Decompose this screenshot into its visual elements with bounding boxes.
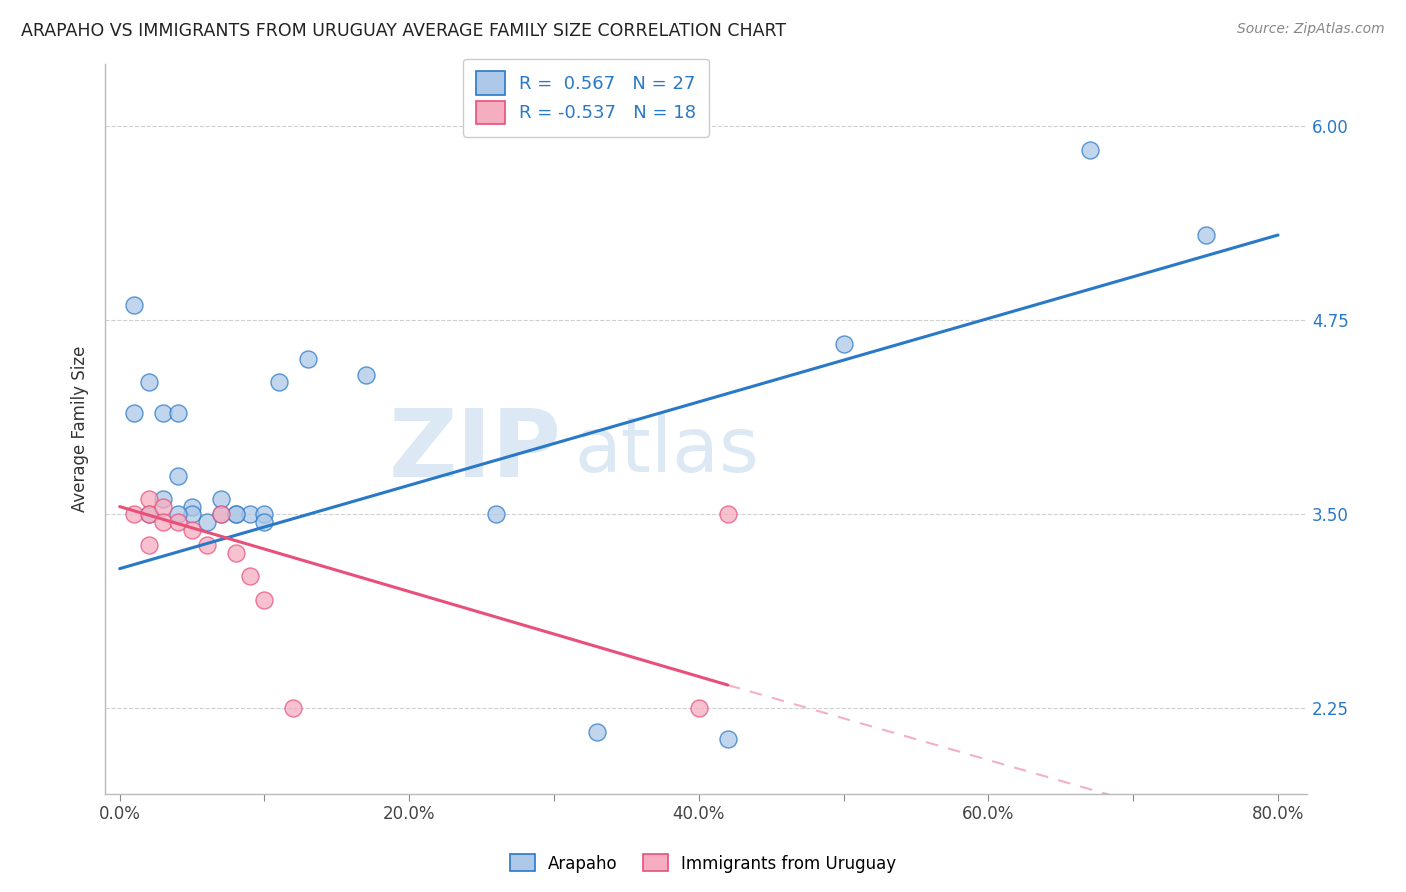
Point	[832, 336, 855, 351]
Point	[586, 724, 609, 739]
Point	[717, 732, 740, 747]
Point	[485, 508, 508, 522]
Point	[209, 508, 232, 522]
Point	[225, 508, 247, 522]
Point	[354, 368, 377, 382]
Legend: R =  0.567   N = 27, R = -0.537   N = 18: R = 0.567 N = 27, R = -0.537 N = 18	[463, 59, 709, 136]
Point	[283, 701, 305, 715]
Point	[152, 491, 174, 506]
Point	[239, 508, 262, 522]
Point	[267, 376, 290, 390]
Point	[253, 515, 276, 529]
Point	[166, 515, 188, 529]
Point	[195, 538, 218, 552]
Point	[209, 491, 232, 506]
Point	[152, 515, 174, 529]
Point	[166, 468, 188, 483]
Point	[253, 508, 276, 522]
Point	[138, 491, 160, 506]
Point	[181, 523, 204, 537]
Text: ZIP: ZIP	[389, 405, 562, 497]
Point	[297, 352, 319, 367]
Point	[1078, 143, 1101, 157]
Point	[152, 500, 174, 514]
Point	[225, 546, 247, 560]
Point	[138, 508, 160, 522]
Point	[122, 508, 145, 522]
Point	[717, 508, 740, 522]
Y-axis label: Average Family Size: Average Family Size	[72, 346, 89, 512]
Point	[166, 407, 188, 421]
Point	[181, 508, 204, 522]
Point	[138, 538, 160, 552]
Point	[239, 569, 262, 583]
Text: atlas: atlas	[574, 414, 759, 488]
Point	[195, 515, 218, 529]
Point	[166, 508, 188, 522]
Text: Source: ZipAtlas.com: Source: ZipAtlas.com	[1237, 22, 1385, 37]
Text: ARAPAHO VS IMMIGRANTS FROM URUGUAY AVERAGE FAMILY SIZE CORRELATION CHART: ARAPAHO VS IMMIGRANTS FROM URUGUAY AVERA…	[21, 22, 786, 40]
Point	[225, 508, 247, 522]
Point	[181, 500, 204, 514]
Point	[138, 376, 160, 390]
Point	[688, 701, 710, 715]
Legend: Arapaho, Immigrants from Uruguay: Arapaho, Immigrants from Uruguay	[503, 847, 903, 880]
Point	[209, 508, 232, 522]
Point	[1194, 227, 1216, 242]
Point	[122, 407, 145, 421]
Point	[122, 298, 145, 312]
Point	[253, 592, 276, 607]
Point	[138, 508, 160, 522]
Point	[152, 407, 174, 421]
